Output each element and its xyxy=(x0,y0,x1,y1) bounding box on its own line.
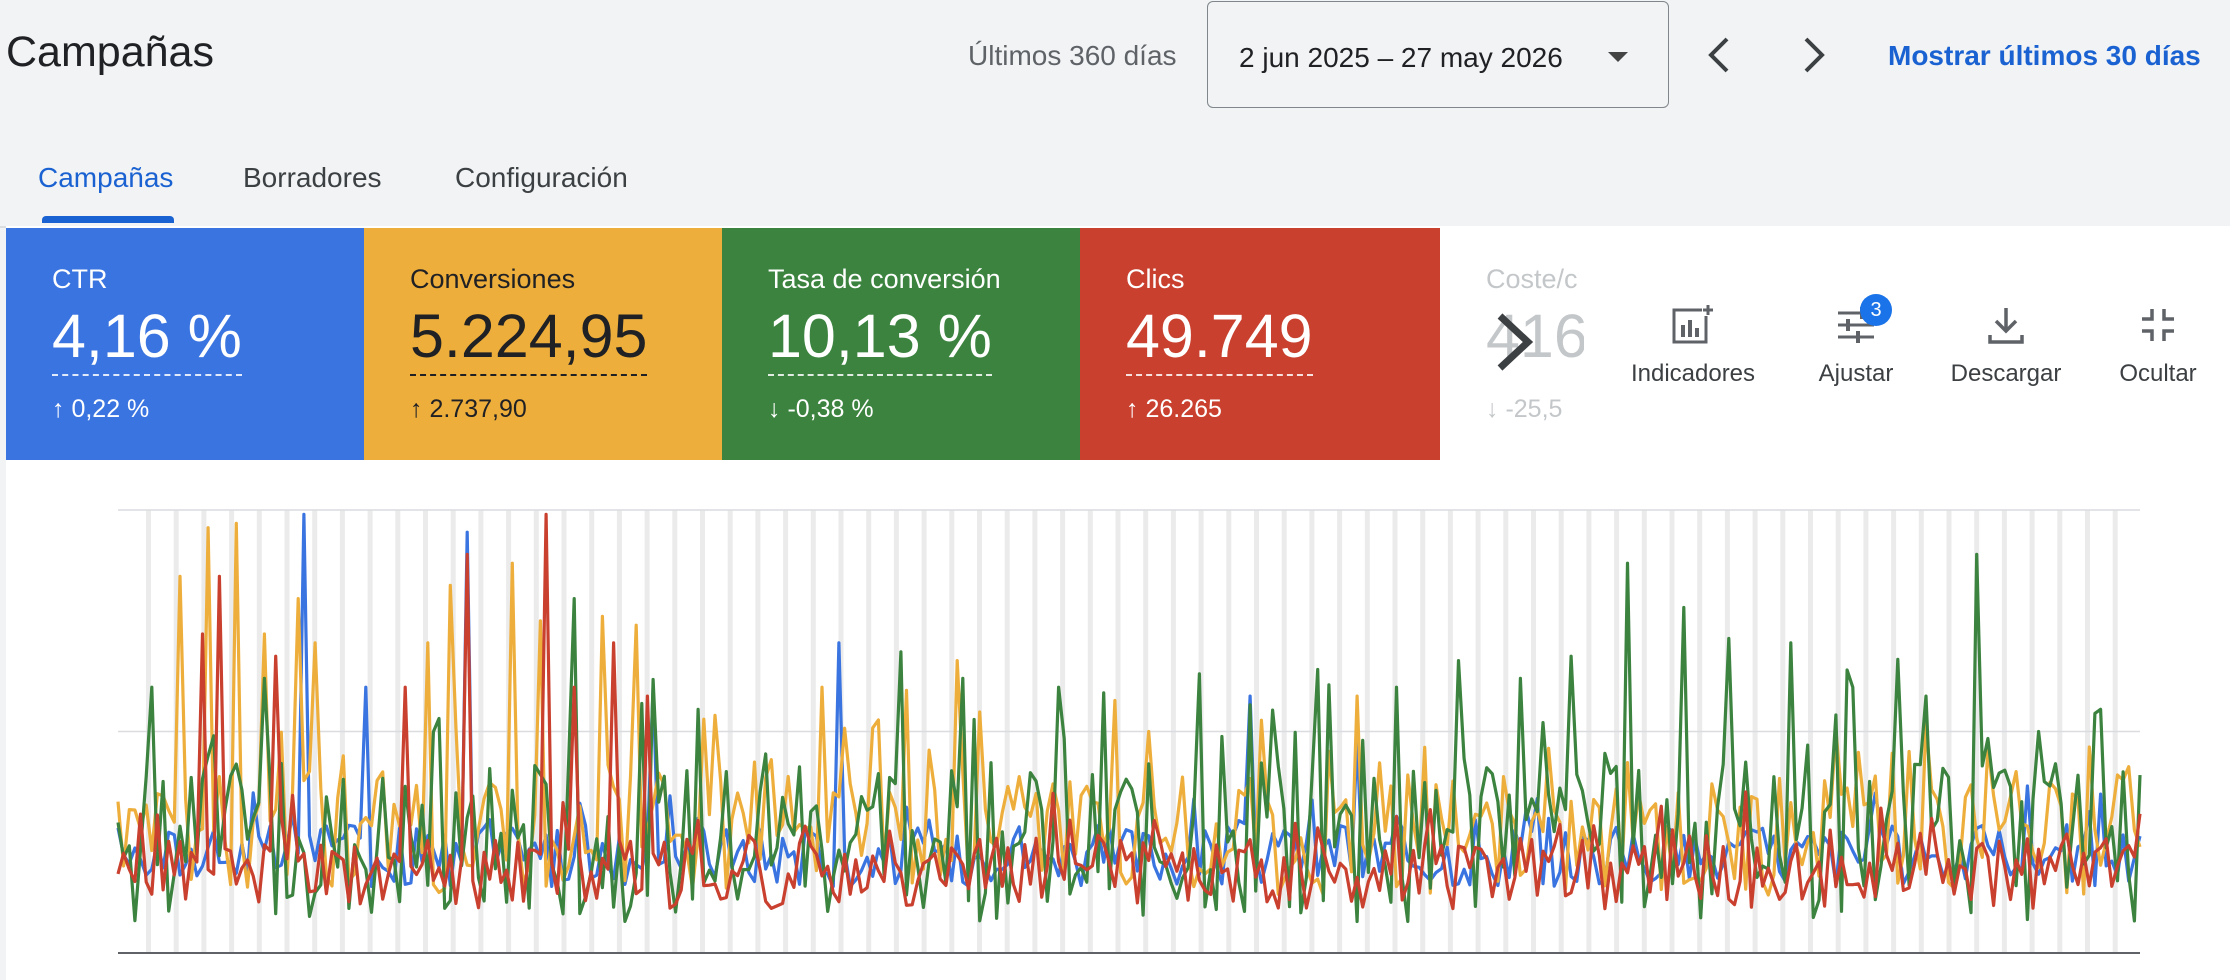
tab-campaigns[interactable]: Campañas xyxy=(38,162,174,193)
kpi-delta: ↑ 26.265 xyxy=(1126,395,1222,423)
download-label: Descargar xyxy=(1950,360,2062,387)
kpi-delta: ↓ -25,5 xyxy=(1486,395,1563,423)
tab-settings[interactable]: Configuración xyxy=(455,162,628,193)
series-line-1 xyxy=(116,521,2142,897)
performance-line-chart xyxy=(116,509,2142,954)
hide-label: Ocultar xyxy=(2119,360,2197,387)
previous-period-button[interactable] xyxy=(1694,30,1744,80)
kpi-card-conversions[interactable]: Conversiones 5.224,95 ↑ 2.737,90 xyxy=(364,228,722,460)
indicators-button[interactable]: Indicadores xyxy=(1628,300,1758,388)
adjust-button[interactable]: 3 Ajustar xyxy=(1808,294,1904,388)
date-range-picker[interactable]: 2 jun 2025 – 27 may 2026 xyxy=(1207,1,1669,108)
kpi-card-conversion-rate[interactable]: Tasa de conversión 10,13 % ↓ -0,38 % xyxy=(722,228,1080,460)
adjust-count-badge: 3 xyxy=(1860,294,1892,326)
series-line-3 xyxy=(116,512,2142,911)
arrow-down-icon: ↓ xyxy=(1486,395,1506,423)
kpi-label: Coste/c xyxy=(1486,264,1578,294)
hide-button[interactable]: Ocultar xyxy=(2108,300,2208,388)
kpi-value: 4,16 % xyxy=(52,302,242,377)
active-tab-indicator xyxy=(42,216,174,223)
chevron-right-icon xyxy=(1804,37,1825,73)
tab-drafts[interactable]: Borradores xyxy=(243,162,382,193)
kpi-label: CTR xyxy=(52,264,108,294)
kpi-label: Clics xyxy=(1126,264,1185,294)
kpi-label: Conversiones xyxy=(410,264,576,294)
caret-down-icon xyxy=(1608,52,1628,62)
arrow-down-icon: ↓ xyxy=(768,395,788,423)
series-line-2 xyxy=(116,552,2142,924)
kpi-delta: ↑ 0,22 % xyxy=(52,395,150,423)
chevron-left-icon xyxy=(1708,37,1729,73)
series-line-0 xyxy=(116,512,2142,889)
date-range-label: Últimos 360 días xyxy=(968,40,1177,71)
kpi-delta: ↓ -0,38 % xyxy=(768,395,874,423)
page-title: Campañas xyxy=(6,28,214,76)
kpi-card-cost-per-conversion[interactable]: Coste/c 416 ↓ -25,5 xyxy=(1440,228,1584,460)
kpi-value: 49.749 xyxy=(1126,302,1313,377)
download-icon xyxy=(1988,308,2024,344)
arrow-up-icon: ↑ xyxy=(410,395,430,423)
show-last-30-days-link[interactable]: Mostrar últimos 30 días xyxy=(1888,40,2201,71)
chevron-right-icon xyxy=(1497,313,1534,371)
kpi-card-clicks[interactable]: Clics 49.749 ↑ 26.265 xyxy=(1080,228,1440,460)
kpi-value: 10,13 % xyxy=(768,302,992,377)
kpi-scroll-right-button[interactable] xyxy=(1486,310,1542,374)
arrow-up-icon: ↑ xyxy=(52,395,72,423)
indicators-label: Indicadores xyxy=(1630,360,1756,387)
next-period-button[interactable] xyxy=(1789,30,1839,80)
kpi-card-ctr[interactable]: CTR 4,16 % ↑ 0,22 % xyxy=(6,228,364,460)
kpi-label: Tasa de conversión xyxy=(768,264,1001,294)
kpi-delta: ↑ 2.737,90 xyxy=(410,395,527,423)
download-button[interactable]: Descargar xyxy=(1942,300,2070,388)
collapse-icon xyxy=(2142,309,2174,341)
arrow-up-icon: ↑ xyxy=(1126,395,1146,423)
kpi-value: 5.224,95 xyxy=(410,302,648,377)
adjust-label: Ajustar xyxy=(1818,360,1894,387)
date-range-value: 2 jun 2025 – 27 may 2026 xyxy=(1239,42,1563,73)
add-chart-icon xyxy=(1672,303,1715,344)
